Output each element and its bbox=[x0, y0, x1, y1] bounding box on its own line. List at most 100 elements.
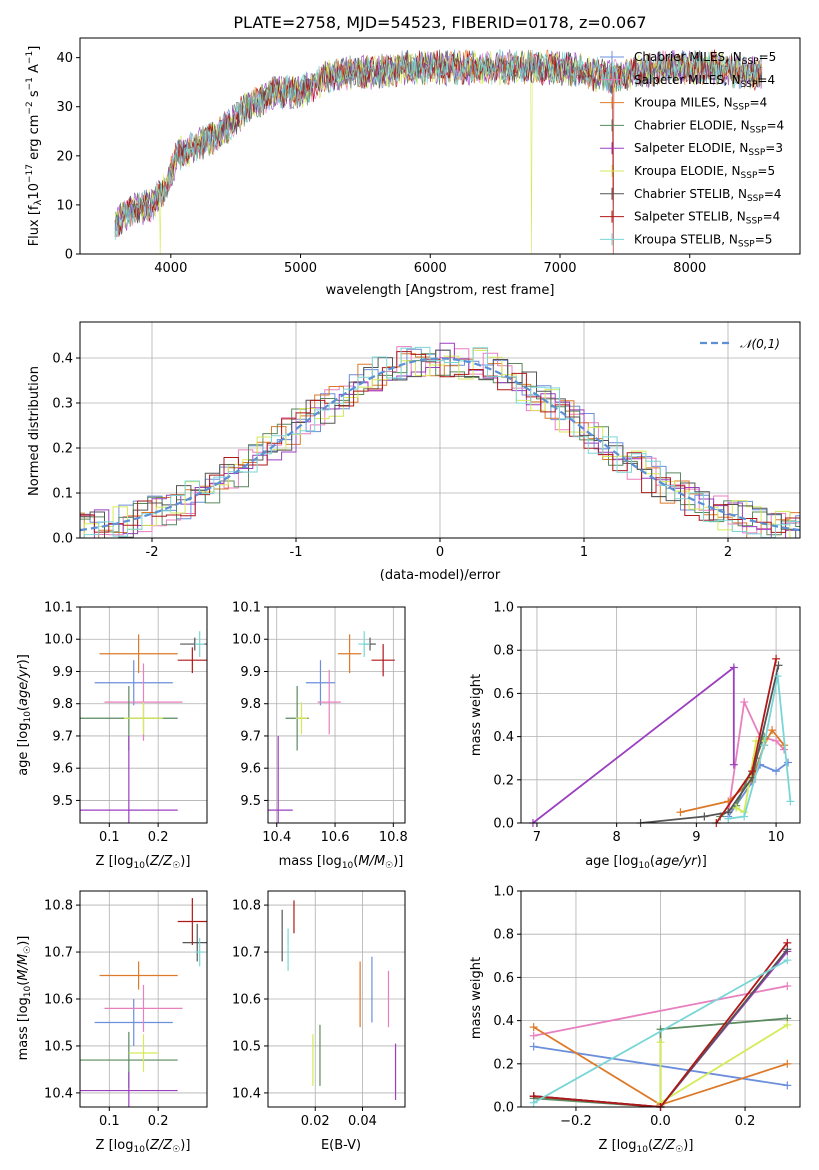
axes-frame bbox=[79, 890, 208, 1108]
z-weight-ylabel: mass weight bbox=[469, 957, 484, 1039]
y-tick-label: 0.8 bbox=[493, 928, 514, 943]
spectrum-title: PLATE=2758, MJD=54523, FIBERID=0178, z=0… bbox=[233, 13, 646, 32]
y-tick-label: 0.6 bbox=[493, 687, 514, 702]
y-tick-label: 0.4 bbox=[493, 730, 514, 745]
ebv-mass-xlabel: E(B-V) bbox=[321, 1138, 361, 1153]
y-tick-label: 9.8 bbox=[52, 697, 73, 712]
x-tick-label: -2 bbox=[146, 545, 159, 560]
histogram-salpeter_stelib bbox=[80, 351, 800, 533]
x-tick-label: 0 bbox=[436, 545, 444, 560]
x-tick-label: 10.4 bbox=[262, 830, 291, 845]
y-tick-label: 0.2 bbox=[493, 1057, 514, 1072]
spectrum-line-kroupa_stelib bbox=[114, 49, 763, 241]
residuals-ylabel: Normed distribution bbox=[27, 366, 42, 496]
mass-age-xlabel: mass [log10(M/M☉)] bbox=[279, 854, 404, 871]
residuals-xlabel: (data-model)/error bbox=[380, 568, 501, 583]
y-tick-label: 0.6 bbox=[493, 971, 514, 986]
y-tick-label: 0.2 bbox=[52, 442, 73, 457]
x-tick-label: 0.0 bbox=[650, 1114, 671, 1129]
x-tick-label: 0.2 bbox=[148, 1114, 169, 1129]
x-tick-label: −0.2 bbox=[560, 1114, 592, 1129]
axes-frame bbox=[79, 606, 208, 824]
y-tick-label: 10.4 bbox=[232, 1086, 261, 1101]
axes-frame bbox=[267, 890, 406, 1108]
z-mass-panel: 0.1 0.2 10.4 10.5 10.6 10.7 10.8 bbox=[44, 890, 208, 1129]
x-tick-label: 0.2 bbox=[735, 1114, 756, 1129]
weight-line-kroupa_elodie bbox=[735, 740, 765, 814]
y-tick-label: 10.0 bbox=[44, 633, 73, 648]
x-tick-label: 1 bbox=[580, 545, 588, 560]
y-tick-label: 0.0 bbox=[493, 817, 514, 832]
y-tick-label: 9.9 bbox=[240, 665, 261, 680]
x-tick-label: 4000 bbox=[154, 261, 187, 276]
x-tick-label: 5000 bbox=[284, 261, 317, 276]
residuals-legend: 𝒩(0,1) bbox=[700, 337, 780, 351]
x-tick-label: 2 bbox=[724, 545, 732, 560]
residuals-panel: -2 -1 0 1 2 0.0 0.1 0.2 0.3 0.4 bbox=[52, 321, 801, 560]
legend-label: Salpeter STELIB, NSSP=4 bbox=[634, 210, 780, 227]
x-tick-label: 6000 bbox=[414, 261, 447, 276]
z-mass-ylabel: mass [log10(M/M☉)] bbox=[16, 936, 33, 1061]
x-tick-label: 0.1 bbox=[99, 830, 120, 845]
y-tick-label: 10.5 bbox=[44, 1039, 73, 1054]
x-tick-label: 0.2 bbox=[148, 830, 169, 845]
y-tick-label: 20 bbox=[56, 149, 73, 164]
legend-label: Kroupa MILES, NSSP=4 bbox=[634, 96, 767, 113]
histogram-chabrier_elodie bbox=[80, 353, 800, 536]
legend-label: Chabrier ELODIE, NSSP=4 bbox=[634, 118, 784, 135]
y-tick-label: 9.6 bbox=[240, 762, 261, 777]
x-tick-label: 9 bbox=[692, 830, 700, 845]
weight-line-salpeter_elodie bbox=[532, 665, 735, 823]
x-tick-label: 10.8 bbox=[379, 830, 408, 845]
x-tick-label: 7000 bbox=[543, 261, 576, 276]
y-tick-label: 10.8 bbox=[232, 899, 261, 914]
z-age-panel: 0.1 0.2 9.5 9.6 9.7 9.8 9.9 10.0 10.1 bbox=[44, 601, 208, 845]
axes-frame bbox=[520, 606, 801, 824]
y-tick-label: 10.7 bbox=[232, 946, 261, 961]
y-tick-label: 0.8 bbox=[493, 644, 514, 659]
z-mass-xlabel: Z [log10(Z/Z☉)] bbox=[96, 1138, 191, 1155]
histogram-chabrier_stelib bbox=[80, 349, 800, 538]
legend-label: 𝒩(0,1) bbox=[740, 337, 780, 351]
y-tick-label: 10 bbox=[56, 198, 73, 213]
weight-line-salpeter_stelib bbox=[533, 942, 789, 1107]
y-tick-label: 0.4 bbox=[493, 1014, 514, 1029]
weight-line-salpeter_miles bbox=[533, 985, 788, 1037]
y-tick-label: 10.5 bbox=[232, 1039, 261, 1054]
axes-frame bbox=[79, 321, 801, 539]
spectrum-panel: 4000 5000 6000 7000 8000 0 10 20 30 40 bbox=[56, 37, 801, 276]
weight-line-kroupa_miles bbox=[680, 728, 785, 814]
y-tick-label: 0.1 bbox=[52, 487, 73, 502]
x-tick-label: 0.1 bbox=[99, 1114, 120, 1129]
y-tick-label: 0.2 bbox=[493, 773, 514, 788]
x-tick-label: -1 bbox=[290, 545, 303, 560]
legend-label: Chabrier MILES, NSSP=5 bbox=[634, 50, 776, 67]
spectrum-ylabel: Flux [fλ10−17 erg cm−2 s−1 A−1] bbox=[25, 46, 44, 247]
y-tick-label: 0 bbox=[65, 248, 73, 263]
x-tick-label: 7 bbox=[533, 830, 541, 845]
weight-line-kroupa_stelib bbox=[533, 959, 788, 1104]
axes-frame bbox=[520, 890, 801, 1108]
x-tick-label: 0.04 bbox=[348, 1114, 377, 1129]
y-tick-label: 10.7 bbox=[44, 946, 73, 961]
z-age-xlabel: Z [log10(Z/Z☉)] bbox=[96, 854, 191, 871]
y-tick-label: 1.0 bbox=[493, 601, 514, 616]
y-tick-label: 9.9 bbox=[52, 665, 73, 680]
y-tick-label: 9.6 bbox=[52, 762, 73, 777]
x-tick-label: 10 bbox=[768, 830, 785, 845]
z-age-ylabel: age [log10(age/yr)] bbox=[16, 654, 33, 776]
y-tick-label: 10.6 bbox=[44, 993, 73, 1008]
axes-frame bbox=[267, 606, 406, 824]
y-tick-label: 9.5 bbox=[240, 794, 261, 809]
y-tick-label: 9.7 bbox=[240, 729, 261, 744]
spectrum-xlabel: wavelength [Angstrom, rest frame] bbox=[326, 283, 555, 298]
legend-label: Kroupa ELODIE, NSSP=5 bbox=[634, 164, 775, 181]
legend-label: Salpeter MILES, NSSP=4 bbox=[634, 73, 775, 90]
legend-label: Kroupa STELIB, NSSP=5 bbox=[634, 232, 772, 249]
x-tick-label: 0.02 bbox=[301, 1114, 330, 1129]
age-weight-xlabel: age [log10(age/yr)] bbox=[585, 854, 707, 871]
y-tick-label: 10.0 bbox=[232, 633, 261, 648]
x-tick-label: 10.6 bbox=[321, 830, 350, 845]
age-weight-panel: 7 8 9 10 0.0 0.2 0.4 0.6 0.8 1.0 bbox=[493, 601, 801, 845]
